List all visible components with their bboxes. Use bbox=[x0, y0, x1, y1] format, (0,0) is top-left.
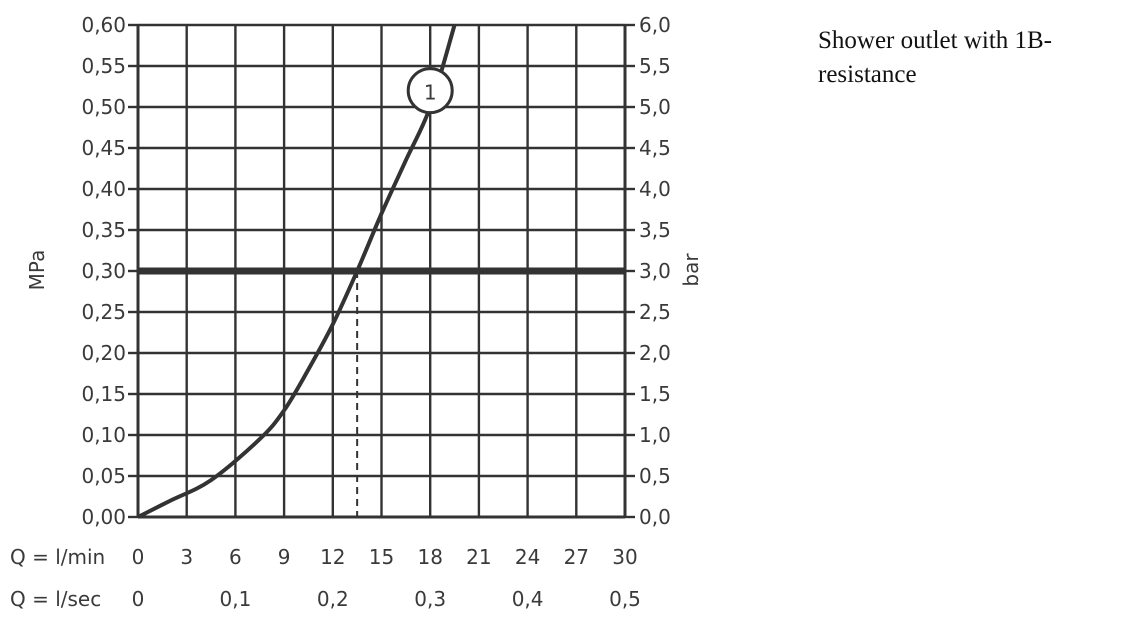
series-line-1 bbox=[137, 24, 457, 519]
y-tick-label-right: 1,0 bbox=[639, 423, 671, 447]
y-tick-label-left: 0,00 bbox=[81, 505, 126, 529]
y-tick-label-left: 0,35 bbox=[81, 218, 126, 242]
x-tick-label-lmin: 6 bbox=[229, 545, 242, 569]
y-tick-label-right: 2,0 bbox=[639, 341, 671, 365]
y-tick-label-right: 3,0 bbox=[639, 259, 671, 283]
axis-titles: Q = l/min Q = l/sec MPa bar bbox=[10, 250, 703, 611]
x-tick-label-lmin: 30 bbox=[612, 545, 637, 569]
y-axis-label-left: MPa bbox=[25, 250, 49, 291]
caption-line-1: Shower outlet with 1B- bbox=[818, 27, 1053, 54]
y-tick-label-left: 0,60 bbox=[81, 13, 126, 37]
reference-lines bbox=[138, 267, 625, 517]
x-tick-label-lmin: 3 bbox=[180, 545, 193, 569]
y-tick-label-right: 0,0 bbox=[639, 505, 671, 529]
chart-series: 1 bbox=[137, 24, 457, 519]
x-axis-label-lsec: Q = l/sec bbox=[10, 587, 101, 611]
x-tick-label-lmin: 15 bbox=[369, 545, 394, 569]
y-tick-label-right: 4,0 bbox=[639, 177, 671, 201]
y-tick-label-right: 5,0 bbox=[639, 95, 671, 119]
series-marker-circle bbox=[406, 67, 454, 115]
y-tick-label-right: 0,5 bbox=[639, 464, 671, 488]
y-tick-label-right: 1,5 bbox=[639, 382, 671, 406]
y-tick-label-left: 0,15 bbox=[81, 382, 126, 406]
x-tick-label-lsec: 0,2 bbox=[317, 587, 349, 611]
x-tick-label-lsec: 0,4 bbox=[512, 587, 544, 611]
y-tick-label-left: 0,25 bbox=[81, 300, 126, 324]
y-tick-label-right: 5,5 bbox=[639, 54, 671, 78]
x-tick-label-lmin: 27 bbox=[564, 545, 589, 569]
tick-labels: 0,00 0,00,05 0,50,10 1,00,15 1,50,20 2,00,25 2… bbox=[81, 13, 670, 611]
x-tick-label-lsec: 0,3 bbox=[414, 587, 446, 611]
y-tick-label-right: 2,5 bbox=[639, 300, 671, 324]
y-tick-label-left: 0,30 bbox=[81, 259, 126, 283]
x-tick-label-lmin: 9 bbox=[278, 545, 291, 569]
x-axis-label-lmin: Q = l/min bbox=[10, 545, 105, 569]
x-tick-label-lmin: 21 bbox=[466, 545, 491, 569]
y-tick-label-left: 0,40 bbox=[81, 177, 126, 201]
y-tick-label-left: 0,50 bbox=[81, 95, 126, 119]
y-tick-label-right: 3,5 bbox=[639, 218, 671, 242]
y-tick-label-left: 0,05 bbox=[81, 464, 126, 488]
x-tick-label-lsec: 0 bbox=[132, 587, 145, 611]
x-tick-label-lmin: 12 bbox=[320, 545, 345, 569]
y-tick-label-left: 0,10 bbox=[81, 423, 126, 447]
x-tick-label-lmin: 18 bbox=[417, 545, 442, 569]
x-tick-label-lsec: 0,5 bbox=[609, 587, 641, 611]
y-tick-label-left: 0,55 bbox=[81, 54, 126, 78]
x-tick-label-lmin: 24 bbox=[515, 545, 540, 569]
chart-caption: Shower outlet with 1B- resistance bbox=[818, 24, 1118, 92]
y-tick-label-left: 0,20 bbox=[81, 341, 126, 365]
series-marker-label: 1 bbox=[424, 81, 437, 105]
y-tick-label-right: 4,5 bbox=[639, 136, 671, 160]
x-tick-label-lmin: 0 bbox=[132, 545, 145, 569]
pressure-flow-chart: 1 0,00 0,00,05 0,50,10 1,00,15 1,50,20 2,00,2… bbox=[10, 13, 703, 611]
y-axis-label-right: bar bbox=[679, 253, 703, 287]
caption-line-2: resistance bbox=[818, 61, 917, 88]
y-tick-label-left: 0,45 bbox=[81, 136, 126, 160]
x-tick-label-lsec: 0,1 bbox=[219, 587, 251, 611]
y-tick-label-right: 6,0 bbox=[639, 13, 671, 37]
